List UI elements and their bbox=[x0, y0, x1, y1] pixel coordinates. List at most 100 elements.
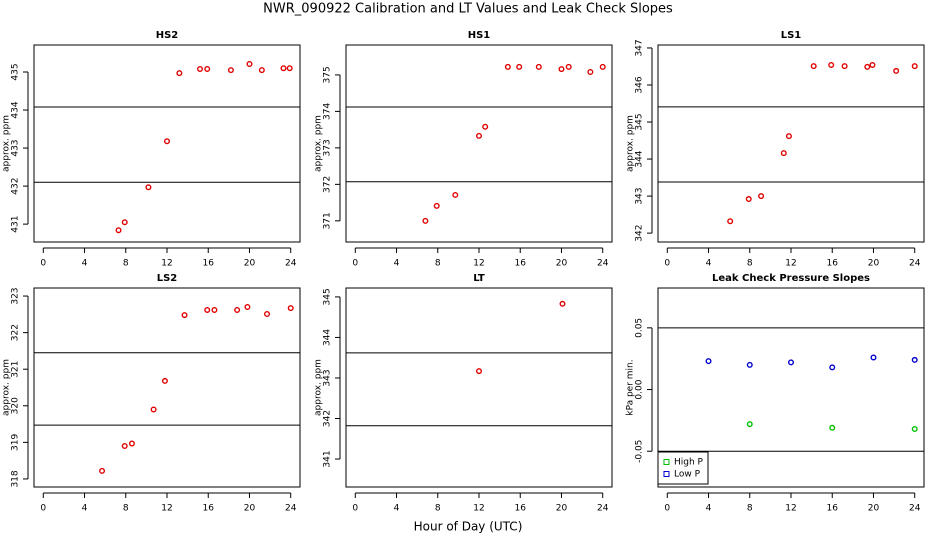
x-tick-label: 8 bbox=[435, 259, 441, 269]
data-point bbox=[246, 61, 253, 68]
panel: HS2 0 4 8 12 16 20 24 431 432 433 434 435 approx. ppm bbox=[2, 30, 301, 269]
data-point bbox=[161, 377, 168, 384]
legend-box bbox=[657, 451, 709, 485]
y-axis-label: approx. ppm bbox=[314, 115, 324, 172]
y-tick-label: 323 bbox=[11, 287, 21, 304]
x-tick-label: 0 bbox=[352, 504, 358, 514]
plot-frame bbox=[345, 44, 613, 243]
y-tick-label: 347 bbox=[635, 39, 645, 56]
data-point bbox=[745, 196, 752, 203]
y-tick-label: 371 bbox=[323, 212, 333, 229]
data-point bbox=[758, 193, 765, 200]
data-point bbox=[482, 123, 489, 130]
panel-title: LT bbox=[473, 273, 485, 284]
y-tick-label: 342 bbox=[323, 410, 333, 427]
x-tick-label: 12 bbox=[161, 504, 172, 514]
panel-title: HS2 bbox=[156, 30, 179, 41]
data-point bbox=[258, 67, 265, 74]
data-point bbox=[535, 63, 542, 70]
panel: Leak Check Pressure Slopes 0 4 8 12 16 20 24 0.0… bbox=[626, 273, 925, 514]
data-point bbox=[828, 61, 835, 68]
x-tick-label: 12 bbox=[161, 259, 172, 269]
data-point bbox=[599, 63, 606, 70]
data-point bbox=[911, 356, 918, 363]
data-point bbox=[869, 61, 876, 68]
x-tick-label: 16 bbox=[203, 259, 215, 269]
data-point bbox=[264, 310, 271, 317]
panel-title: LS1 bbox=[781, 30, 802, 41]
data-point bbox=[115, 227, 122, 234]
data-point bbox=[565, 63, 572, 70]
y-tick-label: 341 bbox=[323, 450, 333, 467]
x-tick-label: 0 bbox=[40, 504, 46, 514]
x-tick-label: 24 bbox=[597, 504, 609, 514]
y-tick-label: -0.05 bbox=[635, 440, 645, 463]
y-tick-label: 345 bbox=[323, 288, 333, 305]
plot-frame bbox=[657, 44, 925, 243]
data-point bbox=[196, 65, 203, 72]
data-point bbox=[911, 426, 918, 433]
x-tick-label: 16 bbox=[515, 504, 527, 514]
x-tick-label: 8 bbox=[435, 504, 441, 514]
y-tick-label: 372 bbox=[323, 176, 333, 193]
data-point bbox=[286, 65, 293, 72]
y-tick-label: 345 bbox=[635, 113, 645, 130]
legend-label: High P bbox=[674, 458, 704, 468]
x-tick-label: 20 bbox=[556, 259, 568, 269]
y-tick-label: 322 bbox=[11, 324, 21, 341]
y-tick-label: 374 bbox=[323, 103, 333, 120]
data-point bbox=[558, 66, 565, 73]
x-tick-label: 16 bbox=[515, 259, 527, 269]
data-point bbox=[476, 368, 483, 375]
panel: LT 0 4 8 12 16 20 24 341 342 343 344 345 approx. ppm bbox=[314, 273, 613, 514]
data-point bbox=[150, 406, 157, 413]
x-tick-label: 4 bbox=[706, 504, 712, 514]
data-point bbox=[476, 132, 483, 139]
x-tick-label: 8 bbox=[747, 504, 753, 514]
x-tick-label: 24 bbox=[285, 259, 297, 269]
data-point bbox=[780, 150, 787, 157]
y-axis-label: kPa per min. bbox=[626, 359, 636, 415]
y-tick-label: 435 bbox=[11, 63, 21, 80]
panel-title: HS1 bbox=[468, 30, 491, 41]
y-axis-label: approx. ppm bbox=[2, 359, 12, 416]
data-point bbox=[163, 138, 170, 145]
data-point bbox=[893, 67, 900, 74]
y-tick-label: 320 bbox=[11, 397, 21, 414]
plot-frame bbox=[33, 287, 301, 488]
data-point bbox=[788, 359, 795, 366]
legend-swatch bbox=[663, 471, 670, 477]
data-point bbox=[204, 306, 211, 313]
x-tick-label: 0 bbox=[352, 259, 358, 269]
plot-frame bbox=[657, 287, 925, 488]
data-point bbox=[422, 217, 429, 224]
data-point bbox=[244, 304, 251, 311]
data-point bbox=[785, 133, 792, 140]
x-tick-label: 4 bbox=[394, 259, 400, 269]
data-point bbox=[121, 219, 128, 226]
x-tick-label: 20 bbox=[244, 504, 256, 514]
y-axis-label: approx. ppm bbox=[626, 115, 636, 172]
data-point bbox=[128, 440, 135, 447]
data-point bbox=[864, 63, 871, 70]
y-tick-label: 0.05 bbox=[635, 318, 645, 338]
x-tick-label: 20 bbox=[868, 504, 880, 514]
x-tick-label: 24 bbox=[597, 259, 609, 269]
x-tick-label: 24 bbox=[909, 259, 921, 269]
x-tick-label: 20 bbox=[556, 504, 568, 514]
y-tick-label: 343 bbox=[635, 187, 645, 204]
x-tick-label: 8 bbox=[747, 259, 753, 269]
x-tick-label: 0 bbox=[664, 504, 670, 514]
y-tick-label: 433 bbox=[11, 139, 21, 156]
data-point bbox=[829, 364, 836, 371]
y-axis-label: approx. ppm bbox=[2, 115, 12, 172]
data-point bbox=[870, 354, 877, 361]
y-tick-label: 434 bbox=[11, 101, 21, 118]
data-point bbox=[504, 63, 511, 70]
data-point bbox=[746, 361, 753, 368]
data-point bbox=[829, 424, 836, 431]
y-tick-label: 373 bbox=[323, 139, 333, 156]
page-title: NWR_090922 Calibration and LT Values and… bbox=[263, 2, 673, 17]
plot-frame bbox=[33, 44, 301, 243]
